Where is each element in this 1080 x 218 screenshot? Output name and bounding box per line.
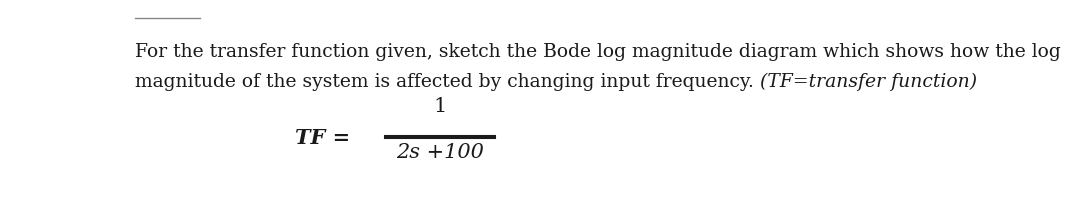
Text: TF =: TF = [295, 128, 350, 148]
Text: (TF=transfer function): (TF=transfer function) [760, 73, 977, 91]
Text: For the transfer function given, sketch the Bode log magnitude diagram which sho: For the transfer function given, sketch … [135, 43, 1061, 61]
Text: 2s +100: 2s +100 [396, 143, 484, 162]
Text: 1: 1 [433, 97, 447, 116]
Text: magnitude of the system is affected by changing input frequency.: magnitude of the system is affected by c… [135, 73, 760, 91]
